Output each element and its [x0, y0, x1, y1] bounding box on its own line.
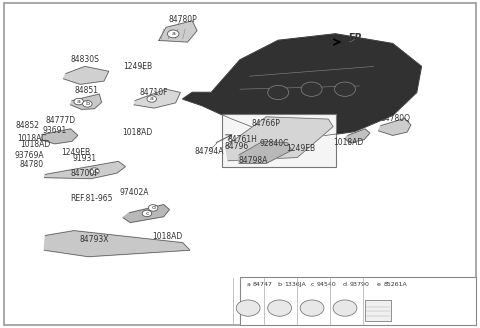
Text: b: b — [85, 101, 89, 106]
Text: 1336JA: 1336JA — [284, 281, 306, 286]
Circle shape — [90, 168, 99, 174]
Polygon shape — [159, 21, 197, 42]
Text: 97402A: 97402A — [120, 188, 149, 197]
Text: 1249EB: 1249EB — [287, 144, 316, 153]
Polygon shape — [71, 94, 102, 109]
Text: d: d — [343, 281, 347, 286]
Circle shape — [242, 280, 254, 288]
Bar — [365, 300, 391, 321]
Polygon shape — [63, 67, 109, 84]
Circle shape — [168, 30, 179, 38]
Text: 84794A: 84794A — [194, 147, 224, 156]
Text: 84761H: 84761H — [228, 135, 257, 144]
Text: 84777D: 84777D — [46, 115, 76, 125]
Text: c: c — [310, 281, 314, 286]
Text: 93769A: 93769A — [14, 151, 44, 160]
Polygon shape — [226, 117, 333, 161]
Text: 84796: 84796 — [224, 142, 248, 151]
Polygon shape — [183, 34, 421, 138]
Circle shape — [236, 300, 260, 316]
Circle shape — [372, 280, 384, 288]
Text: 84766P: 84766P — [252, 119, 281, 128]
Polygon shape — [44, 161, 125, 179]
Text: 97490: 97490 — [340, 121, 364, 130]
Text: c: c — [145, 211, 149, 216]
Circle shape — [83, 101, 92, 107]
Text: 1249EB: 1249EB — [61, 148, 90, 157]
Text: 94540: 94540 — [317, 281, 336, 286]
Polygon shape — [335, 46, 340, 50]
Text: 84830S: 84830S — [71, 55, 99, 64]
Text: 92840C: 92840C — [260, 139, 289, 148]
Text: 84780: 84780 — [19, 160, 44, 169]
Text: a: a — [93, 169, 96, 174]
Text: a: a — [150, 96, 154, 101]
Text: FR.: FR. — [348, 33, 366, 43]
Circle shape — [306, 280, 318, 288]
Text: 84780P: 84780P — [168, 15, 197, 24]
Circle shape — [339, 280, 351, 288]
Polygon shape — [345, 129, 370, 143]
Circle shape — [74, 98, 84, 105]
Polygon shape — [44, 231, 190, 257]
Bar — [240, 277, 476, 325]
Text: a: a — [171, 31, 175, 36]
Polygon shape — [134, 89, 180, 108]
Text: 1018AD: 1018AD — [122, 128, 153, 137]
Text: e: e — [376, 281, 380, 286]
Text: a: a — [246, 281, 250, 286]
Circle shape — [147, 96, 156, 102]
Text: 84710F: 84710F — [140, 88, 168, 97]
Circle shape — [300, 300, 324, 316]
Text: d: d — [151, 205, 155, 210]
Text: 84700F: 84700F — [71, 169, 99, 177]
Text: 93790: 93790 — [350, 281, 370, 286]
Text: 1018AD: 1018AD — [21, 140, 51, 149]
Circle shape — [335, 82, 356, 96]
Text: 84747: 84747 — [253, 281, 273, 286]
Circle shape — [142, 210, 152, 217]
Circle shape — [274, 280, 285, 288]
Text: 84798A: 84798A — [239, 155, 268, 165]
Text: REF.81-965: REF.81-965 — [70, 194, 112, 203]
Polygon shape — [40, 129, 78, 144]
Text: 1018AD: 1018AD — [152, 232, 182, 241]
Circle shape — [333, 300, 357, 316]
Text: 1018AD: 1018AD — [334, 138, 364, 147]
Circle shape — [148, 205, 158, 211]
Text: 85261A: 85261A — [383, 281, 407, 286]
Text: 93691: 93691 — [43, 126, 67, 135]
Circle shape — [268, 85, 288, 100]
Circle shape — [301, 82, 322, 96]
Text: 84852: 84852 — [16, 121, 40, 130]
Text: a: a — [77, 99, 81, 104]
Circle shape — [268, 300, 291, 316]
Polygon shape — [378, 118, 411, 135]
Text: 1018AC: 1018AC — [17, 134, 46, 143]
Text: 84780Q: 84780Q — [380, 114, 410, 123]
Polygon shape — [239, 141, 291, 163]
Text: 84793X: 84793X — [80, 235, 109, 244]
Bar — [222, 113, 336, 167]
Text: 1249EB: 1249EB — [123, 62, 152, 71]
Text: b: b — [277, 281, 282, 286]
Text: 84851: 84851 — [74, 86, 98, 95]
Text: 91931: 91931 — [73, 154, 97, 163]
Polygon shape — [123, 205, 169, 222]
